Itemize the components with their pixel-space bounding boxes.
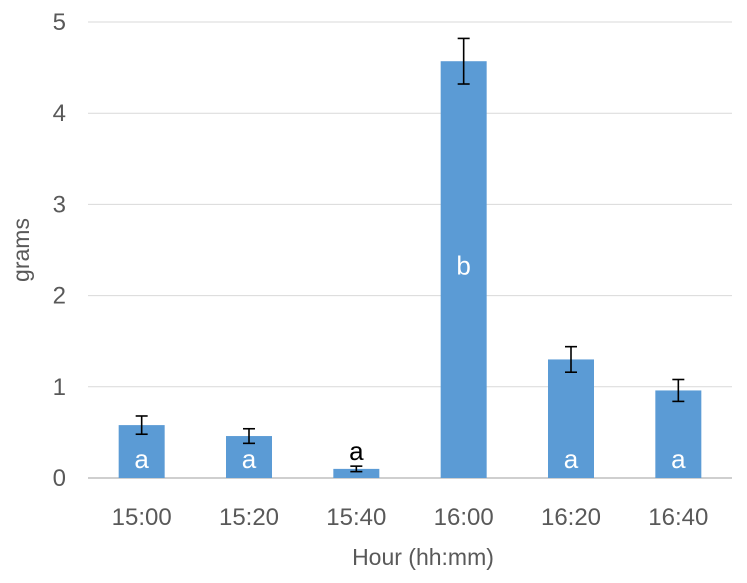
error-bar [672,378,685,403]
x-tick-labels: 15:00 15:20 15:40 16:00 16:20 16:40 [112,504,709,531]
x-tick-label: 15:00 [112,504,172,531]
error-bars [135,37,685,473]
x-tick-label: 15:40 [326,504,386,531]
y-tick-label: 2 [53,283,66,310]
bar [440,61,487,478]
gridlines [88,21,732,388]
x-tick-label: 15:20 [219,504,279,531]
significance-letter: a [349,436,364,466]
significance-letter: b [456,250,470,280]
error-bar [350,465,363,473]
error-bar [135,415,148,436]
x-tick-label: 16:00 [434,504,494,531]
y-tick-label: 5 [53,9,66,36]
y-tick-label: 0 [53,465,66,492]
y-axis-title: grams [8,218,34,282]
bar [548,359,594,478]
significance-letters: a a a b a a [134,250,686,474]
error-bar [243,427,255,445]
y-tick-label: 1 [53,374,66,401]
significance-letter: a [242,444,257,474]
x-tick-label: 16:20 [541,504,601,531]
significance-letter: a [671,444,686,474]
y-tick-label: 3 [53,191,66,218]
y-tick-labels: 0 1 2 3 4 5 [53,9,66,492]
x-axis-title: Hour (hh:mm) [352,544,494,570]
x-tick-label: 16:40 [648,504,708,531]
y-tick-label: 4 [53,100,66,127]
error-bar [457,37,470,85]
significance-letter: a [134,444,149,474]
significance-letter: a [564,444,579,474]
bars [118,61,702,478]
bar [655,390,702,478]
bar [333,468,380,478]
error-bar [565,345,577,374]
